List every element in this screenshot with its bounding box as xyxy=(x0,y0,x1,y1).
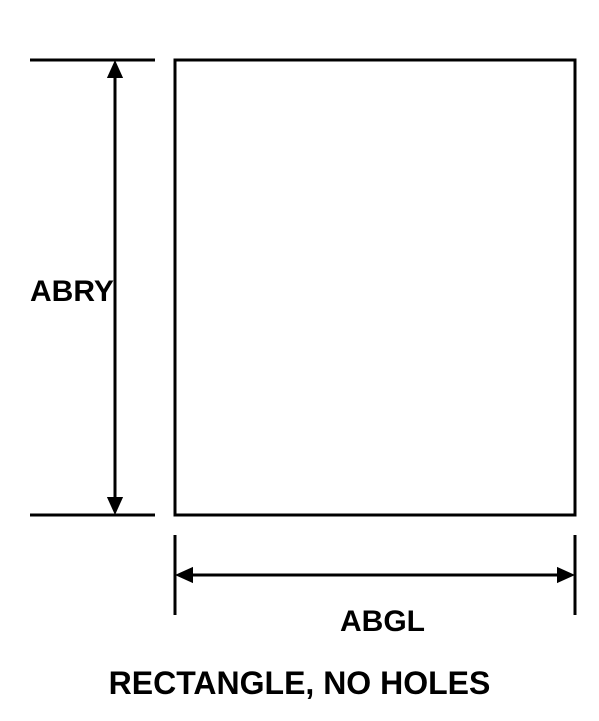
v-arrowhead-top xyxy=(107,60,123,78)
main-rectangle xyxy=(175,60,575,515)
diagram-svg xyxy=(0,0,599,721)
diagram-container: ABRY ABGL RECTANGLE, NO HOLES xyxy=(0,0,599,721)
figure-caption: RECTANGLE, NO HOLES xyxy=(0,665,599,702)
h-arrowhead-right xyxy=(557,567,575,583)
v-arrowhead-bottom xyxy=(107,497,123,515)
horizontal-dim-label: ABGL xyxy=(340,605,425,639)
h-arrowhead-left xyxy=(175,567,193,583)
vertical-dim-label: ABRY xyxy=(30,275,114,309)
horizontal-dimension xyxy=(175,535,575,615)
